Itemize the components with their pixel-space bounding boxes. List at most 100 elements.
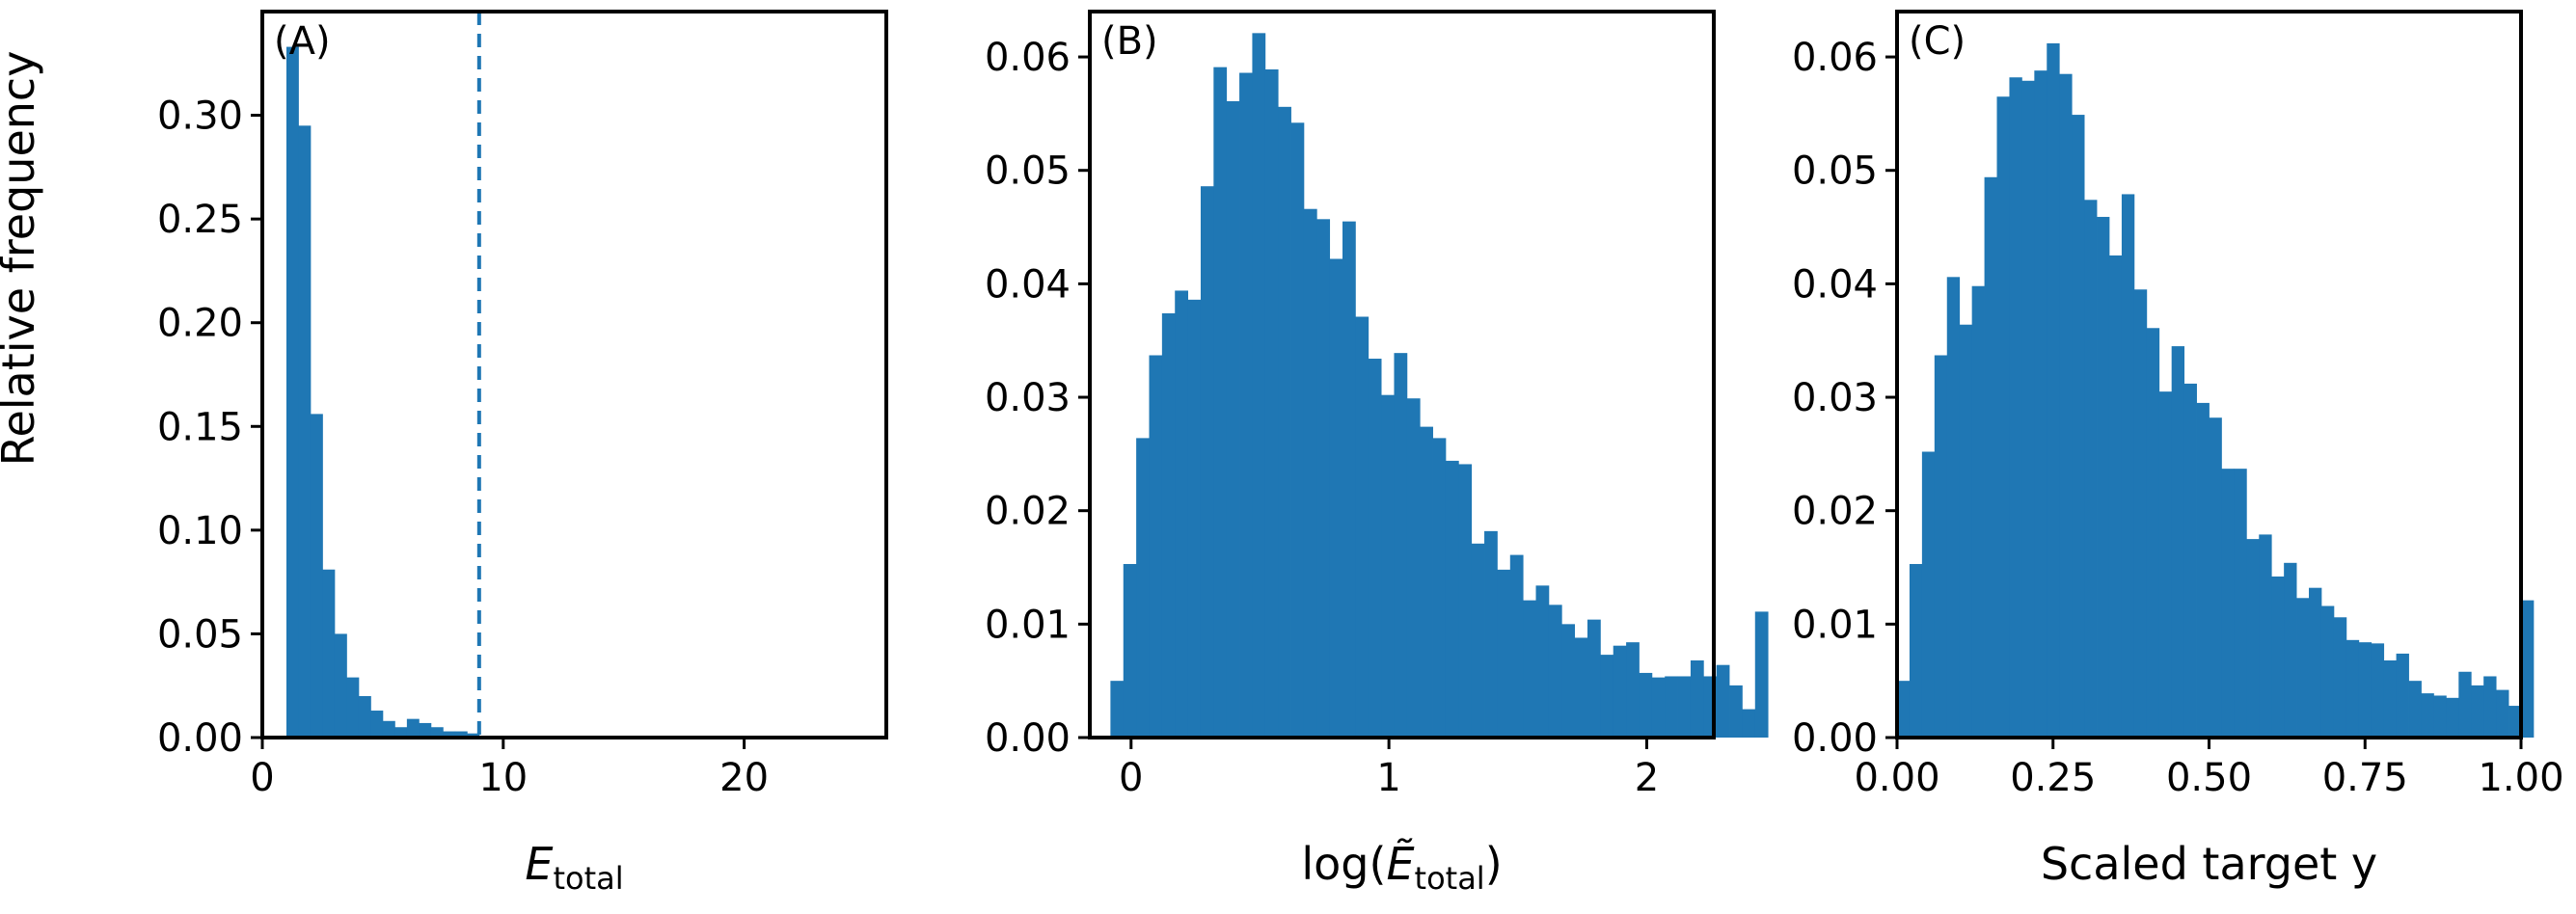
panel-b: 0.00 0.01 0.02 0.03 0.04 0.05 0.06 0 1 2 (B) log(Ẽt… <box>985 10 1769 897</box>
bar-b-44 <box>1677 676 1692 738</box>
bar-c-29 <box>2259 534 2272 738</box>
ytick-label-c-1: 0.01 <box>1792 603 1878 647</box>
bar-c-45 <box>2458 671 2472 738</box>
xtick-label-b-0: 0 <box>1119 756 1143 800</box>
plot-frame-a <box>260 10 888 739</box>
ytick-label-b-3: 0.03 <box>985 376 1071 420</box>
bar-c-26 <box>2221 469 2235 738</box>
bar-b-22 <box>1394 353 1408 738</box>
bar-c-43 <box>2433 695 2447 738</box>
bar-c-10 <box>2021 80 2035 738</box>
bar-c-42 <box>2421 693 2434 738</box>
bar-c-36 <box>2346 639 2360 738</box>
ytick-label-a-4: 0.20 <box>157 302 243 346</box>
panel-c: 0.00 0.01 0.02 0.03 0.04 0.05 0.06 0.00 0.25 0.50… <box>1792 10 2564 890</box>
bar-b-37 <box>1587 619 1601 738</box>
bar-b-18 <box>1342 221 1356 738</box>
bar-b-5 <box>1175 290 1188 738</box>
bar-a-2 <box>310 414 323 738</box>
bar-b-12 <box>1264 69 1279 738</box>
bar-c-46 <box>2471 685 2484 738</box>
bar-b-9 <box>1226 100 1240 738</box>
bar-c-27 <box>2234 469 2247 738</box>
bar-c-24 <box>2196 402 2210 738</box>
bar-a-7 <box>370 711 384 738</box>
bar-c-44 <box>2446 697 2459 738</box>
bar-c-30 <box>2271 576 2285 738</box>
bar-c-48 <box>2496 689 2509 738</box>
bar-b-50 <box>1754 611 1769 738</box>
bar-b-32 <box>1523 600 1536 738</box>
bar-b-8 <box>1213 67 1228 738</box>
bar-b-15 <box>1303 208 1317 739</box>
bar-b-29 <box>1484 530 1498 738</box>
bar-c-47 <box>2483 676 2497 738</box>
bar-c-22 <box>2171 346 2185 738</box>
bar-c-5 <box>1959 324 1973 738</box>
bar-b-1 <box>1123 563 1137 738</box>
y-axis-label: Relative frequency <box>0 51 44 467</box>
bar-c-50 <box>2521 600 2535 738</box>
bar-a-1 <box>298 125 312 738</box>
ytick-label-a-3: 0.15 <box>157 405 243 449</box>
xtick-label-c-3: 0.75 <box>2322 756 2408 800</box>
bar-c-37 <box>2358 642 2373 738</box>
bar-c-33 <box>2309 587 2322 738</box>
bar-b-13 <box>1278 106 1291 738</box>
bar-c-16 <box>2097 216 2110 738</box>
bar-b-45 <box>1690 659 1704 738</box>
bar-b-7 <box>1200 186 1214 738</box>
ytick-label-c-6: 0.06 <box>1792 36 1878 80</box>
bar-c-23 <box>2183 383 2197 738</box>
panel-label-c: (C) <box>1909 19 1966 64</box>
bar-b-31 <box>1509 554 1524 738</box>
x-axis-label-c: Scaled target y <box>2041 838 2377 890</box>
bar-a-5 <box>346 677 360 738</box>
xtick-label-b-1: 1 <box>1376 756 1400 800</box>
bar-c-13 <box>2059 73 2073 738</box>
bar-b-6 <box>1187 299 1202 738</box>
bar-c-31 <box>2284 562 2297 738</box>
ytick-label-b-0: 0.00 <box>985 716 1071 761</box>
bar-b-2 <box>1136 438 1150 738</box>
bar-b-34 <box>1548 605 1562 738</box>
bar-c-28 <box>2246 539 2260 738</box>
ytick-label-b-2: 0.02 <box>985 490 1071 534</box>
bar-c-17 <box>2108 255 2123 738</box>
bar-b-30 <box>1497 569 1511 738</box>
bar-a-12 <box>430 727 444 738</box>
plot-frame-b <box>1088 10 1716 739</box>
bar-c-35 <box>2333 617 2347 738</box>
bar-c-40 <box>2396 653 2409 738</box>
bar-c-49 <box>2508 706 2522 738</box>
panel-a: 0.00 0.05 0.10 0.15 0.20 0.25 0.30 0 10 20 (A) Etot… <box>157 10 888 897</box>
bar-c-34 <box>2320 605 2335 738</box>
bar-c-41 <box>2408 681 2422 738</box>
xtick-label-a-2: 20 <box>719 756 769 800</box>
ytick-label-c-2: 0.02 <box>1792 490 1878 534</box>
bar-c-21 <box>2158 391 2173 738</box>
bar-b-19 <box>1355 316 1369 738</box>
bar-a-8 <box>382 720 395 738</box>
ytick-label-c-0: 0.00 <box>1792 716 1878 761</box>
bar-b-43 <box>1665 676 1678 738</box>
ytick-label-a-1: 0.05 <box>157 612 243 657</box>
bar-c-12 <box>2047 42 2060 738</box>
bar-a-13 <box>443 731 456 738</box>
bar-b-17 <box>1329 258 1343 738</box>
ytick-label-b-6: 0.06 <box>985 36 1071 80</box>
bar-c-38 <box>2371 643 2385 738</box>
bar-b-35 <box>1561 624 1576 738</box>
bar-b-26 <box>1445 460 1459 738</box>
bar-b-20 <box>1368 359 1382 738</box>
bar-b-42 <box>1651 677 1666 738</box>
bar-b-28 <box>1471 543 1485 738</box>
xtick-label-a-0: 0 <box>250 756 274 800</box>
ytick-label-c-3: 0.03 <box>1792 376 1878 420</box>
panel-label-b: (B) <box>1101 19 1158 64</box>
bar-c-20 <box>2146 328 2160 738</box>
bar-b-4 <box>1161 312 1176 738</box>
bar-c-11 <box>2034 70 2047 739</box>
bar-a-11 <box>419 722 432 738</box>
